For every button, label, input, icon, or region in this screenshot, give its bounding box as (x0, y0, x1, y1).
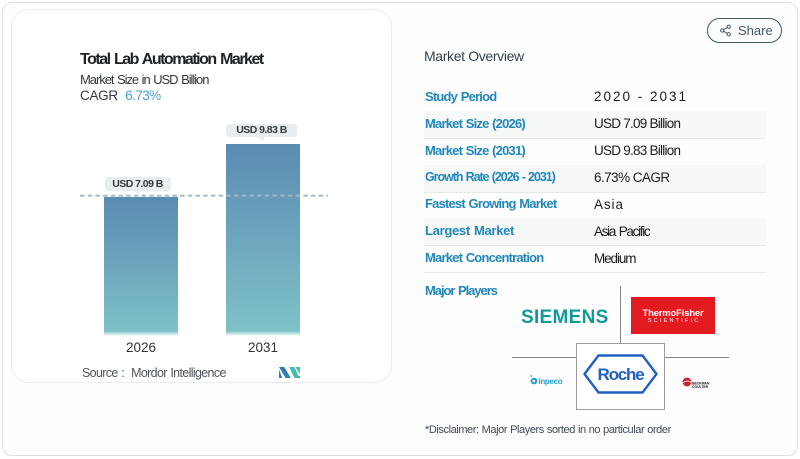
svg-text:Roche: Roche (598, 365, 645, 384)
svg-text:inpeco: inpeco (538, 377, 562, 386)
svg-text:BECKMAN: BECKMAN (692, 381, 710, 385)
svg-text:COULTER: COULTER (692, 385, 709, 389)
